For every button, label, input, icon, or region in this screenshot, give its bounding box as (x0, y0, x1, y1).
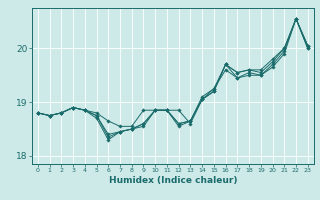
X-axis label: Humidex (Indice chaleur): Humidex (Indice chaleur) (108, 176, 237, 185)
